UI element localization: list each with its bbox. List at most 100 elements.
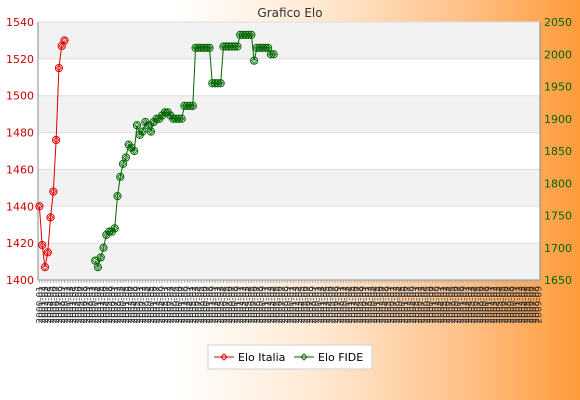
x-tick-label: 2000-03 <box>91 286 101 324</box>
x-tick-label: 2006-04 <box>219 286 229 324</box>
grid-band <box>38 169 540 207</box>
x-tick-label: 2002-06 <box>376 286 386 324</box>
x-tick-label: 2003-08 <box>406 286 416 324</box>
x-tick-label: 2006-03 <box>192 286 202 324</box>
x-tick-label: 2007-07 <box>278 286 288 324</box>
left-tick-label: 1520 <box>6 53 34 66</box>
x-tick-label: 2005-03 <box>217 286 227 324</box>
x-tick-label: 2002-08 <box>431 286 441 324</box>
x-tick-label: 2002-09 <box>208 286 218 324</box>
data-point-marker <box>133 122 141 129</box>
data-point-marker <box>108 228 115 235</box>
data-point-marker <box>131 147 138 155</box>
data-point <box>40 263 50 272</box>
x-tick-label: 2001-02 <box>38 286 48 324</box>
data-point <box>93 263 103 272</box>
chart-title: Grafico Elo <box>257 6 322 20</box>
x-tick-label: 2005-01 <box>412 286 422 324</box>
right-tick-label: 1950 <box>544 81 572 94</box>
x-tick-label: 2007-01 <box>362 286 372 324</box>
data-point <box>110 224 119 233</box>
data-point-marker <box>117 173 124 180</box>
x-tick-label: 2001-01 <box>512 286 522 324</box>
x-tick-label: 2008-04 <box>420 286 430 324</box>
data-point <box>130 146 139 156</box>
x-tick-label: 2002-03 <box>41 286 51 324</box>
x-tick-label: 2009-09 <box>284 286 294 324</box>
legend-marker-italia <box>220 353 228 361</box>
data-point <box>205 43 214 52</box>
right-y-axis: 1650 1700 1750 1800 1850 1900 1950 2000 2050 <box>539 16 572 287</box>
x-tick-label: 2001-09 <box>484 286 494 324</box>
x-tick-label: 2004-02 <box>465 286 475 324</box>
x-tick-label: 2003-07 <box>127 286 137 324</box>
x-tick-label: 2001-07 <box>429 286 439 324</box>
data-point-marker <box>39 241 46 249</box>
x-tick-label: 2003-09 <box>183 286 193 324</box>
x-tick-label: 2000-08 <box>231 286 241 324</box>
x-tick-label: 2004-09 <box>158 286 168 324</box>
data-point <box>113 192 122 201</box>
x-tick-label: 2005-08 <box>356 286 366 324</box>
x-tick-label: 2002-08 <box>180 286 190 324</box>
x-tick-label: 2000-02 <box>63 286 73 324</box>
x-tick-label: 2002-04 <box>320 286 330 324</box>
data-point-marker <box>178 115 185 122</box>
x-tick-label: 2005-04 <box>245 286 255 324</box>
x-tick-label: 2003-08 <box>155 286 165 324</box>
x-tick-label: 2008-02 <box>364 286 374 324</box>
x-tick-label: 2004-04 <box>521 286 531 324</box>
x-tick-label: 2005-02 <box>189 286 199 324</box>
right-tick-label: 1750 <box>544 210 572 223</box>
x-tick-label: 2009-02 <box>88 286 98 324</box>
data-point <box>46 213 55 222</box>
series <box>35 30 278 272</box>
x-tick-label: 2006-09 <box>108 286 118 324</box>
legend-label-italia: Elo Italia <box>238 351 285 364</box>
x-tick-label: 2004-05 <box>47 286 57 324</box>
x-tick-label: 2007-01 <box>111 286 121 324</box>
x-tick-label: 2007-03 <box>166 286 176 324</box>
x-tick-label: 2001-03 <box>66 286 76 324</box>
x-tick-label: 2003-01 <box>462 286 472 324</box>
data-point-marker <box>61 37 68 44</box>
data-point <box>244 30 253 40</box>
data-point-marker <box>164 109 171 116</box>
right-tick-label: 1650 <box>544 274 572 287</box>
data-point <box>54 63 64 73</box>
x-tick-label: 2007-06 <box>250 286 260 324</box>
data-point <box>177 114 186 123</box>
data-point-marker <box>50 188 57 195</box>
x-tick-label: 2003-05 <box>323 286 333 324</box>
right-tick-label: 1900 <box>544 113 572 126</box>
x-tick-label: 2009-08 <box>507 286 517 324</box>
x-tick-label: 2004-08 <box>130 286 140 324</box>
x-tick-label: 2004-08 <box>381 286 391 324</box>
x-tick-label: 2003-07 <box>378 286 388 324</box>
x-tick-label: 2003-09 <box>434 286 444 324</box>
x-tick-label: 2005-05 <box>272 286 282 324</box>
x-tick-label: 2004-03 <box>242 286 252 324</box>
data-point-marker <box>103 231 110 238</box>
data-point-marker <box>111 225 118 232</box>
x-tick-label: 2007-04 <box>445 286 455 324</box>
x-tick-label: 2005-01 <box>161 286 171 324</box>
left-tick-label: 1540 <box>6 16 34 29</box>
x-tick-label: 2008-06 <box>225 286 235 324</box>
left-tick-label: 1480 <box>6 127 34 140</box>
data-point <box>216 79 225 88</box>
x-tick-label: 2007-07 <box>529 286 539 324</box>
x-tick-label: 2007-09 <box>334 286 344 324</box>
data-point-marker <box>150 118 157 126</box>
x-tick-label: 2000-01 <box>286 286 296 324</box>
x-tick-label: 2007-02 <box>139 286 149 324</box>
x-tick-label: 2003-05 <box>72 286 82 324</box>
x-tick-label: 2006-01 <box>387 286 397 324</box>
data-point-marker <box>58 42 65 50</box>
data-point-marker <box>114 193 121 200</box>
data-point-marker <box>119 160 127 167</box>
x-tick-label: 2001-07 <box>178 286 188 324</box>
data-point-marker <box>159 112 166 119</box>
x-tick-label: 2005-09 <box>384 286 394 324</box>
x-tick-label: 2008-01 <box>337 286 347 324</box>
